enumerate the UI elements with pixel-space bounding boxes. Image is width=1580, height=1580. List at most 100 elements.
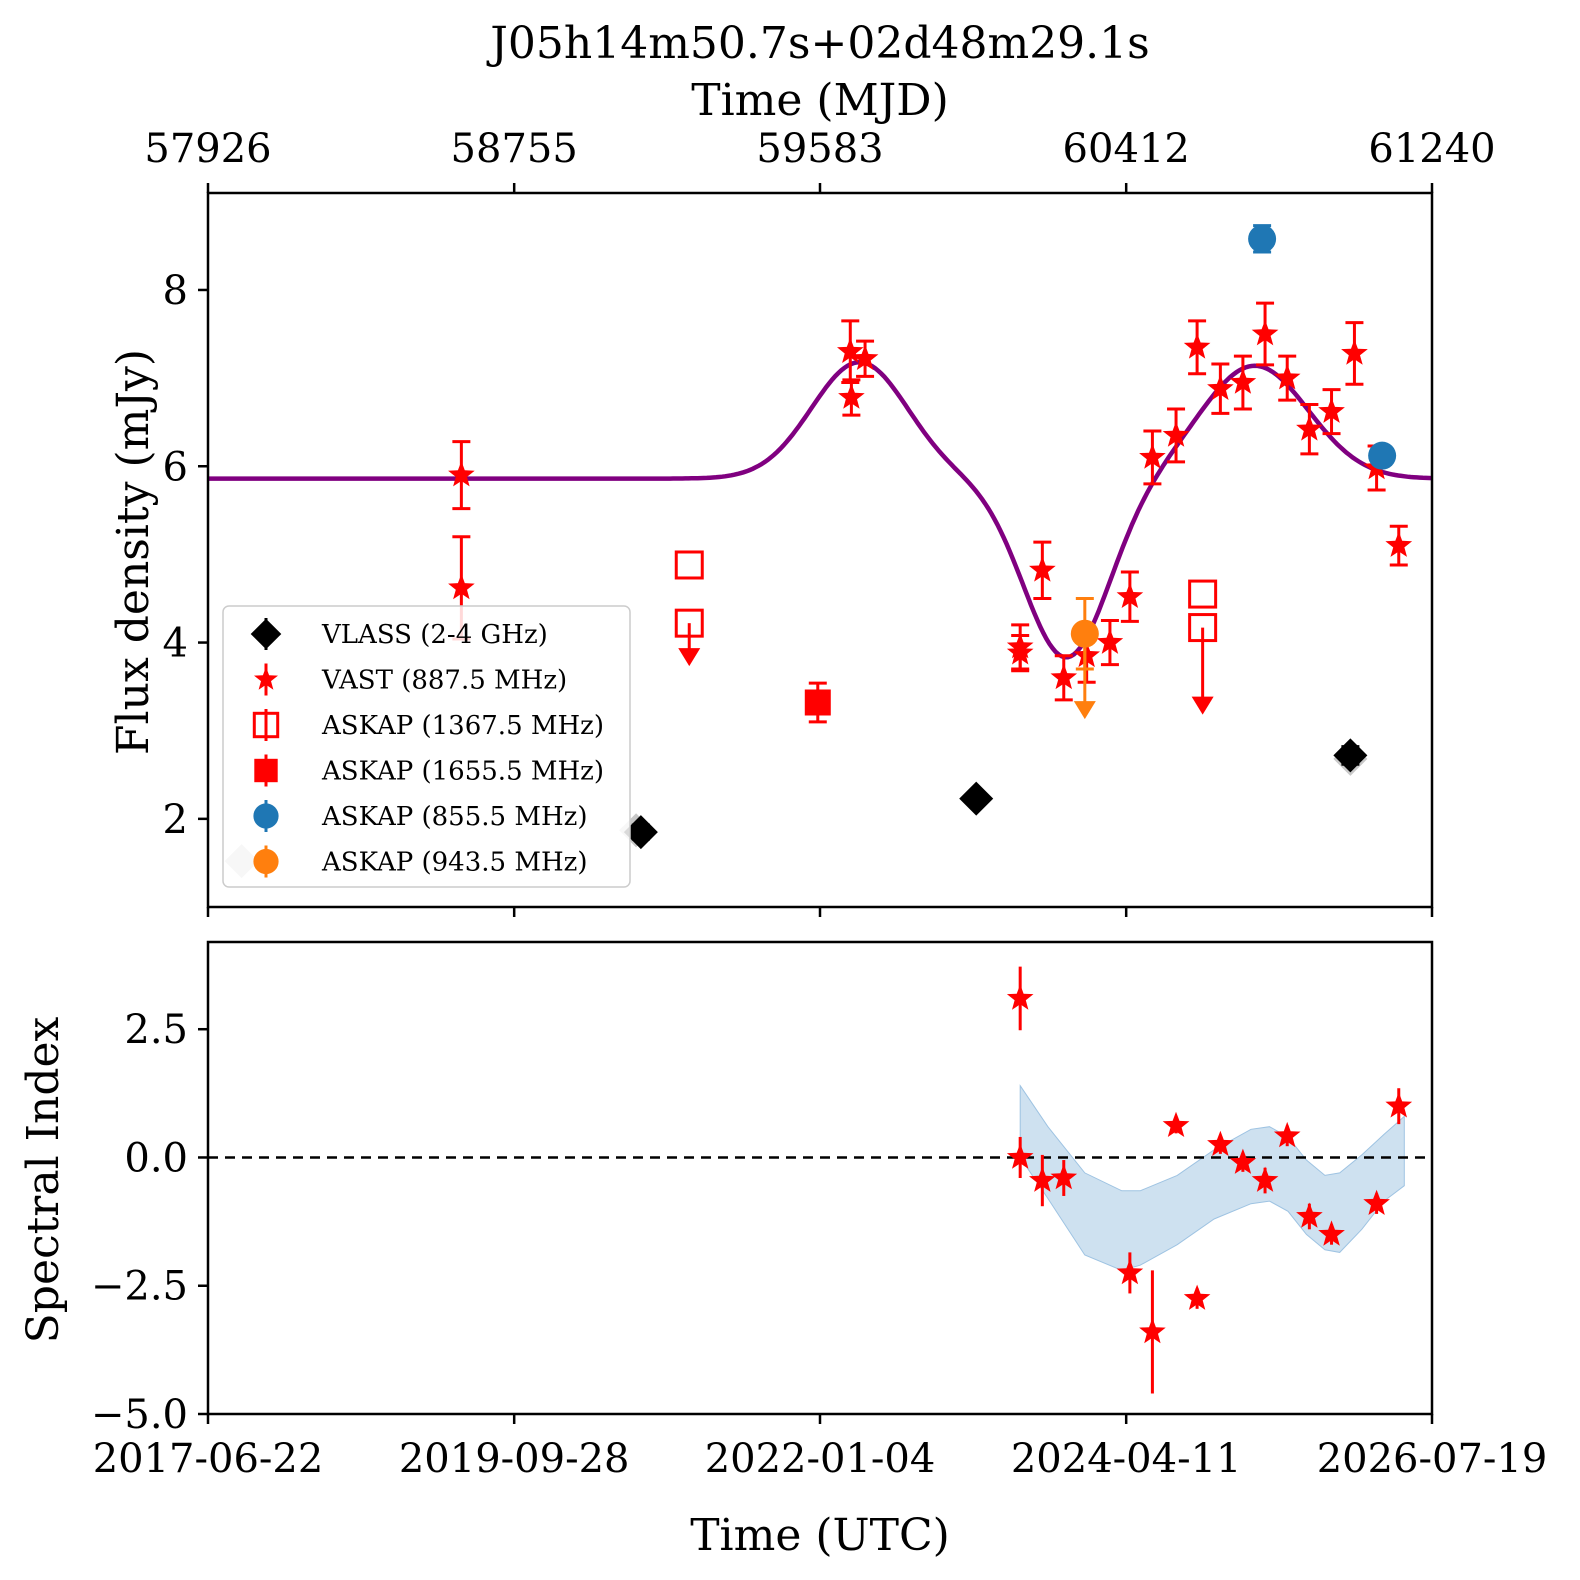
flux-density-panel: 57926 58755 59583 60412 61240 2 4 6 8 bbox=[144, 126, 1496, 917]
legend-label-1: VAST (887.5 MHz) bbox=[321, 666, 567, 696]
bottom-xtick-label-2: 2022-01-04 bbox=[705, 1436, 936, 1482]
vast-point-17 bbox=[1251, 320, 1279, 346]
vast-point-3 bbox=[838, 383, 865, 409]
bottom-xtick-label-1: 2019-09-28 bbox=[399, 1436, 630, 1482]
legend-label-3: ASKAP (1655.5 MHz) bbox=[321, 757, 604, 787]
vast-point-16 bbox=[1229, 368, 1257, 394]
spectral-point-13 bbox=[1318, 1220, 1345, 1246]
spectral-point-12 bbox=[1296, 1202, 1323, 1228]
top-x-axis-label: Time (MJD) bbox=[691, 75, 948, 126]
askap-point-1-limit-head bbox=[678, 648, 701, 667]
vast-point-2 bbox=[837, 337, 864, 363]
legend-label-2: ASKAP (1367.5 MHz) bbox=[321, 711, 604, 741]
spectral-point-2 bbox=[1029, 1166, 1056, 1192]
vast-point-10 bbox=[1096, 628, 1124, 654]
series-4 bbox=[1248, 224, 1397, 470]
spectral-point-14 bbox=[1363, 1189, 1390, 1215]
spectral-point-15 bbox=[1385, 1092, 1413, 1118]
vlass-point-1 bbox=[959, 781, 994, 816]
series-5 bbox=[1070, 596, 1099, 720]
top-xtick-label-4: 61240 bbox=[1368, 126, 1495, 172]
legend-marker-3 bbox=[254, 758, 278, 783]
legend-marker-5 bbox=[253, 848, 279, 875]
legend-frame bbox=[222, 605, 631, 888]
legend-label-4: ASKAP (855.5 MHz) bbox=[321, 802, 587, 832]
vast-point-0 bbox=[448, 461, 475, 487]
vlass-point-2 bbox=[1333, 738, 1368, 773]
top-xtick-label-0: 57926 bbox=[144, 126, 271, 172]
spectral-point-10 bbox=[1251, 1166, 1279, 1192]
vast-point-11 bbox=[1116, 582, 1144, 608]
legend-marker-0 bbox=[250, 618, 282, 650]
series-3 bbox=[804, 681, 831, 724]
vast-point-4 bbox=[851, 344, 879, 370]
legend-marker-1 bbox=[254, 666, 278, 690]
bottom-ytick-label-2: −2.5 bbox=[91, 1264, 188, 1310]
legend-marker-2 bbox=[252, 711, 280, 739]
vast-point-20 bbox=[1318, 397, 1345, 423]
askap-point-0 bbox=[804, 689, 831, 716]
askap-point-0-limit-head bbox=[1073, 701, 1096, 720]
bottom-xtick-label-4: 2026-07-19 bbox=[1317, 1436, 1548, 1482]
askap-point-2 bbox=[1188, 579, 1218, 609]
vast-point-14 bbox=[1183, 333, 1211, 359]
vast-point-12 bbox=[1139, 443, 1166, 469]
bottom-ytick-label-0: 2.5 bbox=[124, 1007, 188, 1053]
bottom-ytick-label-1: 0.0 bbox=[124, 1135, 188, 1181]
spectral-point-8 bbox=[1207, 1130, 1234, 1156]
vast-point-1 bbox=[448, 573, 475, 600]
top-xtick-label-2: 59583 bbox=[756, 126, 883, 172]
vast-point-13 bbox=[1162, 421, 1190, 447]
bottom-x-axis-label: Time (UTC) bbox=[690, 1510, 950, 1561]
vast-point-15 bbox=[1207, 374, 1234, 400]
spectral-point-1 bbox=[1006, 1143, 1034, 1169]
askap-point-0 bbox=[1248, 224, 1277, 253]
vast-point-19 bbox=[1296, 415, 1323, 441]
top-xtick-label-1: 58755 bbox=[451, 126, 578, 172]
spectral-index-panel: 2017-06-22 2019-09-28 2022-01-04 2024-04-11… bbox=[91, 940, 1548, 1482]
chart-title: J05h14m50.7s+02d48m29.1s bbox=[486, 18, 1150, 69]
askap-point-3 bbox=[1188, 613, 1218, 643]
top-ytick-label-1: 4 bbox=[163, 621, 188, 667]
series-1 bbox=[448, 301, 1413, 702]
bottom-xtick-label-3: 2024-04-11 bbox=[1011, 1436, 1242, 1482]
spectral-point-4 bbox=[1116, 1258, 1144, 1285]
spectral-point-5 bbox=[1139, 1317, 1166, 1344]
legend-label-5: ASKAP (943.5 MHz) bbox=[321, 848, 587, 878]
top-ytick-label-2: 6 bbox=[163, 444, 188, 490]
series-2 bbox=[674, 550, 1218, 715]
top-ytick-label-0: 2 bbox=[163, 797, 188, 843]
askap-point-3-limit-head bbox=[1191, 696, 1214, 715]
vast-point-18 bbox=[1273, 364, 1301, 390]
vlass-point-0 bbox=[623, 815, 658, 850]
legend-label-0: VLASS (2-4 GHz) bbox=[321, 620, 548, 650]
bottom-xtick-label-0: 2017-06-22 bbox=[93, 1436, 324, 1482]
vast-point-23 bbox=[1385, 531, 1413, 557]
top-y-axis-label: Flux density (mJy) bbox=[108, 349, 159, 755]
model-curve bbox=[208, 359, 1432, 660]
spectral-point-7 bbox=[1183, 1284, 1211, 1310]
askap-point-1 bbox=[1368, 441, 1397, 470]
vast-point-8 bbox=[1050, 663, 1078, 690]
spectral-series-0 bbox=[1006, 966, 1413, 1394]
uncertainty-band bbox=[1019, 1084, 1405, 1271]
spectral-point-3 bbox=[1050, 1164, 1078, 1190]
spectral-point-6 bbox=[1162, 1111, 1190, 1137]
askap-point-0 bbox=[1070, 619, 1099, 648]
vast-point-6 bbox=[1006, 639, 1034, 665]
vast-point-21 bbox=[1341, 339, 1368, 365]
bottom-y-axis-label: Spectral Index bbox=[18, 1016, 69, 1343]
askap-point-0 bbox=[674, 550, 704, 580]
spectral-point-9 bbox=[1229, 1148, 1257, 1174]
legend: VLASS (2-4 GHz) VAST (887.5 MHz) ASKAP (13… bbox=[222, 605, 631, 888]
top-xtick-label-3: 60412 bbox=[1063, 126, 1190, 172]
bottom-ytick-label-3: −5.0 bbox=[91, 1392, 188, 1438]
vast-point-7 bbox=[1029, 556, 1056, 582]
vast-point-9 bbox=[1073, 641, 1100, 668]
spectral-point-0 bbox=[1006, 984, 1034, 1010]
legend-marker-4 bbox=[253, 803, 279, 829]
top-ytick-label-3: 8 bbox=[163, 268, 188, 314]
spectral-point-11 bbox=[1273, 1121, 1301, 1148]
askap-point-1 bbox=[674, 608, 704, 638]
